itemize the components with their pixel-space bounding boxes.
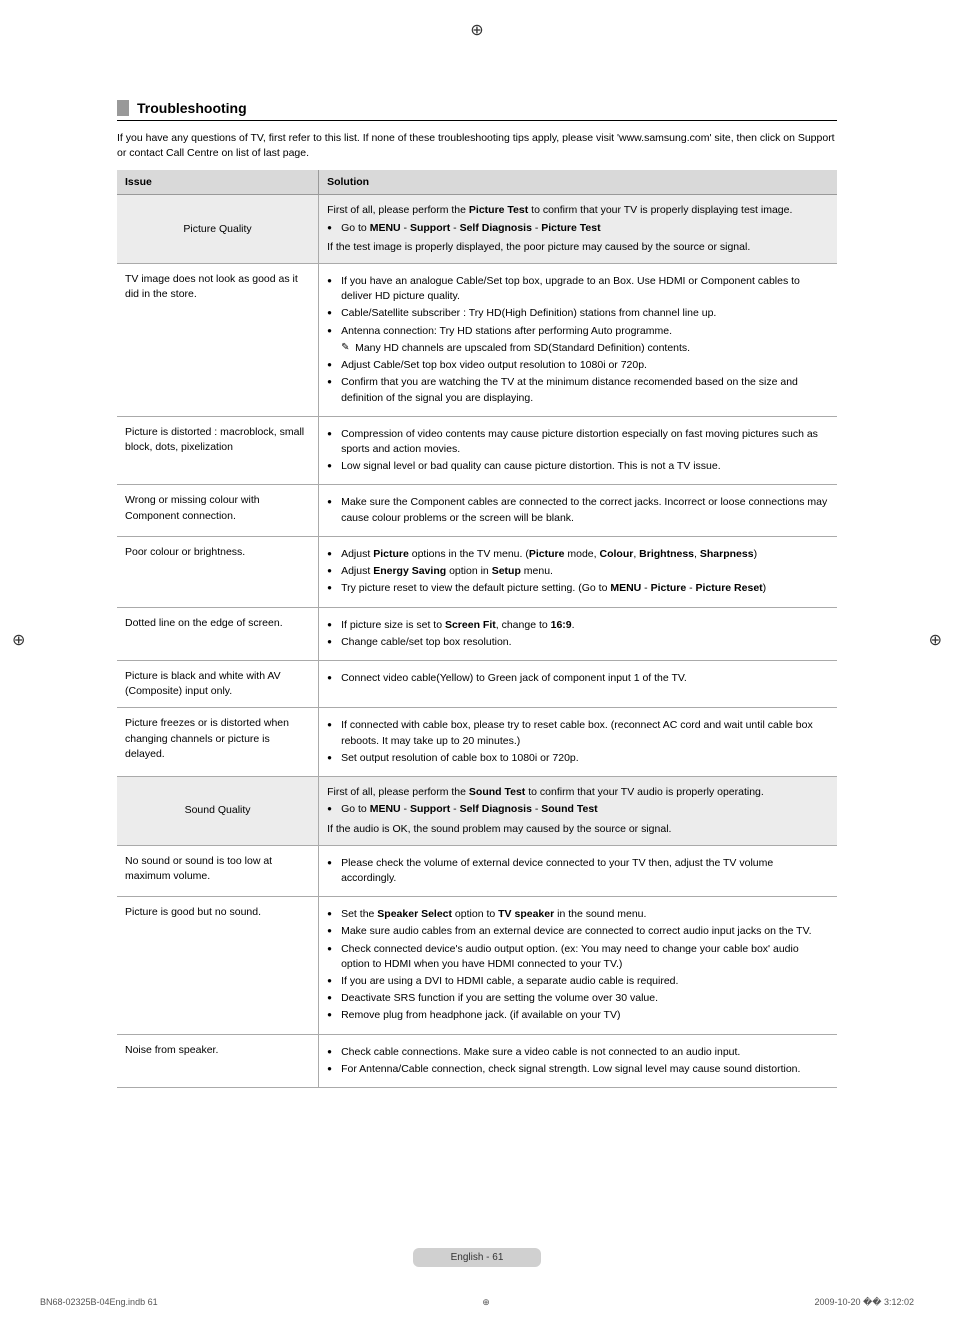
section-intro: If you have any questions of TV, first r… [117,131,837,160]
print-meta: BN68-02325B-04Eng.indb 61 ⊕ 2009-10-20 �… [0,1297,954,1308]
solution-bullet: Please check the volume of external devi… [327,856,829,886]
solution-bullet: Connect video cable(Yellow) to Green jac… [327,671,829,686]
solution-bullet: Go to MENU - Support - Self Diagnosis - … [327,221,829,236]
solution-bullet: Go to MENU - Support - Self Diagnosis - … [327,802,829,817]
table-header-issue: Issue [117,170,319,195]
table-row: No sound or sound is too low at maximum … [117,845,837,896]
solution-cell: Check cable connections. Make sure a vid… [319,1034,837,1087]
table-row: Picture Quality First of all, please perf… [117,195,837,264]
issue-cell: No sound or sound is too low at maximum … [117,845,319,896]
issue-cell: Poor colour or brightness. [117,536,319,607]
table-row: Noise from speaker. Check cable connectio… [117,1034,837,1087]
solution-bullet: If you have an analogue Cable/Set top bo… [327,274,829,304]
solution-bullet: Antenna connection: Try HD stations afte… [327,324,829,339]
table-header-solution: Solution [319,170,837,195]
solution-bullet-list: Connect video cable(Yellow) to Green jac… [327,671,829,686]
solution-bullet-list: If you have an analogue Cable/Set top bo… [327,274,829,406]
registration-mark-bottom: ⊕ [482,1297,490,1308]
issue-cell: Picture freezes or is distorted when cha… [117,708,319,777]
solution-bullet-list: Go to MENU - Support - Self Diagnosis - … [327,221,829,236]
solution-bullet-list: Go to MENU - Support - Self Diagnosis - … [327,802,829,817]
solution-bullet-list: Make sure the Component cables are conne… [327,495,829,525]
solution-cell: Set the Speaker Select option to TV spea… [319,897,837,1035]
section-title: Troubleshooting [117,100,837,116]
solution-bullet: Adjust Energy Saving option in Setup men… [327,564,829,579]
table-row: Poor colour or brightness. Adjust Picture… [117,536,837,607]
solution-cell: Compression of video contents may cause … [319,416,837,485]
solution-bullet: Deactivate SRS function if you are setti… [327,991,829,1006]
section-rule [117,120,837,121]
solution-bullet: Try picture reset to view the default pi… [327,581,829,596]
solution-bullet-list: If connected with cable box, please try … [327,718,829,766]
solution-post-text: If the test image is properly displayed,… [327,240,829,255]
solution-bullet: Remove plug from headphone jack. (if ava… [327,1008,829,1023]
solution-bullet: Check cable connections. Make sure a vid… [327,1045,829,1060]
solution-bullet: Check connected device's audio output op… [327,942,829,972]
solution-bullet: If connected with cable box, please try … [327,718,829,748]
solution-bullet: Adjust Picture options in the TV menu. (… [327,547,829,562]
solution-bullet: Low signal level or bad quality can caus… [327,459,829,474]
table-row: Picture is black and white with AV (Comp… [117,660,837,707]
issue-cell: TV image does not look as good as it did… [117,264,319,417]
page-footer: English - 61 [0,1248,954,1267]
solution-bullet-list: If picture size is set to Screen Fit, ch… [327,618,829,650]
page-number-pill: English - 61 [413,1248,542,1267]
solution-cell: Connect video cable(Yellow) to Green jac… [319,660,837,707]
solution-bullet-list: Set the Speaker Select option to TV spea… [327,907,829,1024]
solution-cell: Please check the volume of external devi… [319,845,837,896]
solution-cell: If picture size is set to Screen Fit, ch… [319,607,837,660]
solution-cell: If connected with cable box, please try … [319,708,837,777]
solution-bullet: Set output resolution of cable box to 10… [327,751,829,766]
registration-mark-right: ⊕ [929,630,942,650]
solution-bullet-list: Adjust Picture options in the TV menu. (… [327,547,829,597]
issue-cell: Sound Quality [117,777,319,846]
solution-bullet: Confirm that you are watching the TV at … [327,375,829,405]
solution-cell: If you have an analogue Cable/Set top bo… [319,264,837,417]
table-row: Wrong or missing colour with Component c… [117,485,837,536]
page-content: Troubleshooting If you have any question… [117,100,837,1088]
solution-cell: Adjust Picture options in the TV menu. (… [319,536,837,607]
solution-note: Many HD channels are upscaled from SD(St… [327,341,829,356]
meta-right: 2009-10-20 �� 3:12:02 [814,1297,914,1308]
solution-bullet: Change cable/set top box resolution. [327,635,829,650]
solution-bullet: Adjust Cable/Set top box video output re… [327,358,829,373]
solution-bullet: Make sure the Component cables are conne… [327,495,829,525]
meta-left: BN68-02325B-04Eng.indb 61 [40,1297,158,1308]
solution-bullet: Compression of video contents may cause … [327,427,829,457]
solution-bullet-list: Check cable connections. Make sure a vid… [327,1045,829,1077]
table-row: Dotted line on the edge of screen. If pic… [117,607,837,660]
solution-bullet: Make sure audio cables from an external … [327,924,829,939]
issue-cell: Noise from speaker. [117,1034,319,1087]
solution-bullet: Cable/Satellite subscriber : Try HD(High… [327,306,829,321]
solution-cell: First of all, please perform the Sound T… [319,777,837,846]
solution-bullet-list: Compression of video contents may cause … [327,427,829,475]
table-row: Picture freezes or is distorted when cha… [117,708,837,777]
issue-cell: Picture is good but no sound. [117,897,319,1035]
table-row: Picture is good but no sound. Set the Spe… [117,897,837,1035]
issue-cell: Picture is distorted : macroblock, small… [117,416,319,485]
registration-mark-top: ⊕ [0,20,954,40]
solution-bullet-list: Please check the volume of external devi… [327,856,829,886]
solution-bullet: Set the Speaker Select option to TV spea… [327,907,829,922]
solution-bullet: For Antenna/Cable connection, check sign… [327,1062,829,1077]
solution-bullet: If you are using a DVI to HDMI cable, a … [327,974,829,989]
solution-cell: First of all, please perform the Picture… [319,195,837,264]
table-row: Picture is distorted : macroblock, small… [117,416,837,485]
solution-bullet: If picture size is set to Screen Fit, ch… [327,618,829,633]
issue-cell: Picture is black and white with AV (Comp… [117,660,319,707]
issue-cell: Wrong or missing colour with Component c… [117,485,319,536]
troubleshooting-table: Issue Solution Picture Quality First of a… [117,170,837,1088]
table-row: TV image does not look as good as it did… [117,264,837,417]
solution-post-text: If the audio is OK, the sound problem ma… [327,822,829,837]
issue-cell: Picture Quality [117,195,319,264]
registration-mark-left: ⊕ [12,630,25,650]
issue-cell: Dotted line on the edge of screen. [117,607,319,660]
table-row: Sound Quality First of all, please perfor… [117,777,837,846]
solution-pre-text: First of all, please perform the Picture… [327,203,829,218]
solution-pre-text: First of all, please perform the Sound T… [327,785,829,800]
solution-cell: Make sure the Component cables are conne… [319,485,837,536]
